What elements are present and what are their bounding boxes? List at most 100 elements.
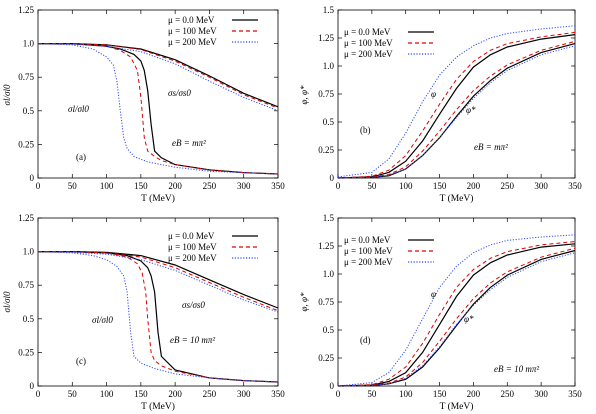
x-axis-label: T (MeV) bbox=[440, 193, 474, 204]
y-tick-label: 0.25 bbox=[318, 353, 334, 363]
legend-entry-label: μ = 100 MeV bbox=[344, 246, 393, 256]
y-tick-label: 0.25 bbox=[18, 139, 34, 149]
legend-entry-label: μ = 200 MeV bbox=[168, 37, 217, 47]
y-tick-label: 1.0 bbox=[23, 247, 35, 257]
x-tick-label: 100 bbox=[399, 389, 413, 399]
x-tick-label: 200 bbox=[168, 181, 182, 191]
x-axis-label: T (MeV) bbox=[141, 193, 175, 204]
annotation: eB = 10 mπ² bbox=[494, 364, 539, 374]
series-line-light-0 bbox=[38, 251, 279, 383]
series-line-strange-0 bbox=[38, 42, 279, 108]
y-tick-label: 1.5 bbox=[323, 5, 335, 15]
series-line-phi-star-1 bbox=[337, 40, 576, 179]
x-tick-label: 250 bbox=[501, 389, 515, 399]
legend-entry-label: μ = 100 MeV bbox=[168, 26, 217, 36]
x-tick-label: 200 bbox=[467, 389, 481, 399]
y-tick-label: 0.5 bbox=[323, 117, 335, 127]
panel-a: 0 50 100 150 200 250 300 350 0 0.25 0.5 0.75 1.0 1.25… bbox=[2, 5, 285, 204]
series-line-phi-0 bbox=[337, 34, 576, 179]
y-tick-label: 0 bbox=[30, 173, 35, 183]
y-tick-label: 1.25 bbox=[318, 33, 334, 43]
y-tick-label: 0 bbox=[330, 173, 335, 183]
annotation: eB = 10 mπ² bbox=[170, 335, 215, 345]
annotation: eB = mπ² bbox=[474, 142, 508, 152]
legend-entry-label: μ = 200 MeV bbox=[344, 49, 393, 59]
legend-entry-label: μ = 0.0 MeV bbox=[168, 15, 215, 25]
x-tick-label: 350 bbox=[271, 389, 285, 399]
y-tick-label: 0.75 bbox=[318, 297, 334, 307]
x-tick-label: 50 bbox=[68, 181, 78, 191]
series-line-phi-star-1 bbox=[337, 247, 576, 387]
y-tick-label: 0.5 bbox=[23, 106, 35, 116]
y-axis-label: φ, φ* bbox=[299, 85, 309, 104]
series-line-phi-star-0 bbox=[337, 249, 576, 387]
series-line-phi-0 bbox=[337, 243, 576, 387]
x-tick-label: 350 bbox=[568, 181, 582, 191]
x-tick-label: 150 bbox=[433, 181, 447, 191]
y-tick-label: 1.25 bbox=[18, 213, 34, 223]
annotation: eB = mπ² bbox=[172, 138, 206, 148]
y-tick-label: 0.75 bbox=[18, 280, 34, 290]
annotation: σs/σs0 bbox=[182, 300, 205, 310]
legend-entry-label: μ = 100 MeV bbox=[168, 242, 217, 252]
y-axis-label: σl/σl0 bbox=[2, 84, 12, 105]
series-line-phi-2 bbox=[337, 234, 576, 387]
series-line-light-1 bbox=[38, 251, 279, 383]
series-line-light-1 bbox=[38, 43, 279, 175]
legend-entry-label: μ = 0.0 MeV bbox=[344, 235, 391, 245]
x-tick-label: 150 bbox=[134, 181, 148, 191]
legend-entry-label: μ = 0.0 MeV bbox=[344, 27, 391, 37]
y-axis-label: φ, φ* bbox=[299, 292, 309, 311]
y-tick-label: 0.25 bbox=[318, 145, 334, 155]
annotation: φ bbox=[431, 89, 436, 99]
x-tick-label: 250 bbox=[203, 181, 217, 191]
series-line-phi-star-0 bbox=[337, 43, 576, 179]
x-tick-label: 150 bbox=[433, 389, 447, 399]
x-axis-label: T (MeV) bbox=[141, 401, 175, 412]
x-tick-label: 0 bbox=[36, 181, 41, 191]
x-axis-label: T (MeV) bbox=[440, 401, 474, 412]
series-line-phi-star-2 bbox=[337, 252, 576, 387]
x-tick-label: 150 bbox=[134, 389, 148, 399]
panel-tag: (d) bbox=[360, 335, 371, 345]
series-line-phi-2 bbox=[337, 25, 576, 178]
series-line-strange-2 bbox=[37, 251, 279, 313]
x-tick-label: 50 bbox=[68, 389, 78, 399]
x-tick-label: 0 bbox=[36, 389, 41, 399]
panel-tag: (b) bbox=[360, 125, 371, 135]
x-tick-label: 350 bbox=[568, 389, 582, 399]
y-tick-label: 1.0 bbox=[323, 61, 335, 71]
legend-entry-label: μ = 0.0 MeV bbox=[168, 231, 215, 241]
plot-frame bbox=[37, 217, 279, 387]
x-tick-label: 300 bbox=[534, 389, 548, 399]
legend-entry-label: μ = 100 MeV bbox=[344, 38, 393, 48]
y-tick-label: 1.0 bbox=[23, 39, 35, 49]
x-tick-label: 0 bbox=[336, 389, 341, 399]
annotation: σl/σl0 bbox=[68, 104, 89, 114]
x-tick-label: 100 bbox=[100, 181, 114, 191]
x-tick-label: 100 bbox=[399, 181, 413, 191]
panel-b: 0 50 100 150 200 250 300 350 0 0.25 0.5 0.75 1.0 1.25… bbox=[299, 5, 582, 204]
series-line-light-2 bbox=[37, 43, 279, 175]
y-tick-label: 0.25 bbox=[18, 347, 34, 357]
y-axis-label: σl/σl0 bbox=[2, 291, 12, 312]
y-tick-label: 0 bbox=[330, 381, 335, 391]
series-line-strange-1 bbox=[38, 251, 279, 312]
x-tick-label: 200 bbox=[467, 181, 481, 191]
x-tick-label: 300 bbox=[237, 181, 251, 191]
annotation: φ* bbox=[466, 105, 476, 115]
x-tick-label: 0 bbox=[336, 181, 341, 191]
x-tick-label: 300 bbox=[534, 181, 548, 191]
y-tick-label: 0.75 bbox=[318, 89, 334, 99]
x-tick-label: 200 bbox=[168, 389, 182, 399]
series-line-strange-0 bbox=[38, 251, 279, 309]
y-tick-label: 0.5 bbox=[323, 325, 335, 335]
x-tick-label: 100 bbox=[100, 389, 114, 399]
series-line-strange-1 bbox=[38, 43, 279, 109]
y-tick-label: 1.25 bbox=[318, 241, 334, 251]
y-tick-label: 1.25 bbox=[18, 5, 34, 15]
panel-c: 0 50 100 150 200 250 300 350 0 0.25 0.5 0.75 1.0 1.25… bbox=[2, 213, 285, 412]
x-tick-label: 350 bbox=[271, 181, 285, 191]
y-tick-label: 0.5 bbox=[23, 314, 35, 324]
